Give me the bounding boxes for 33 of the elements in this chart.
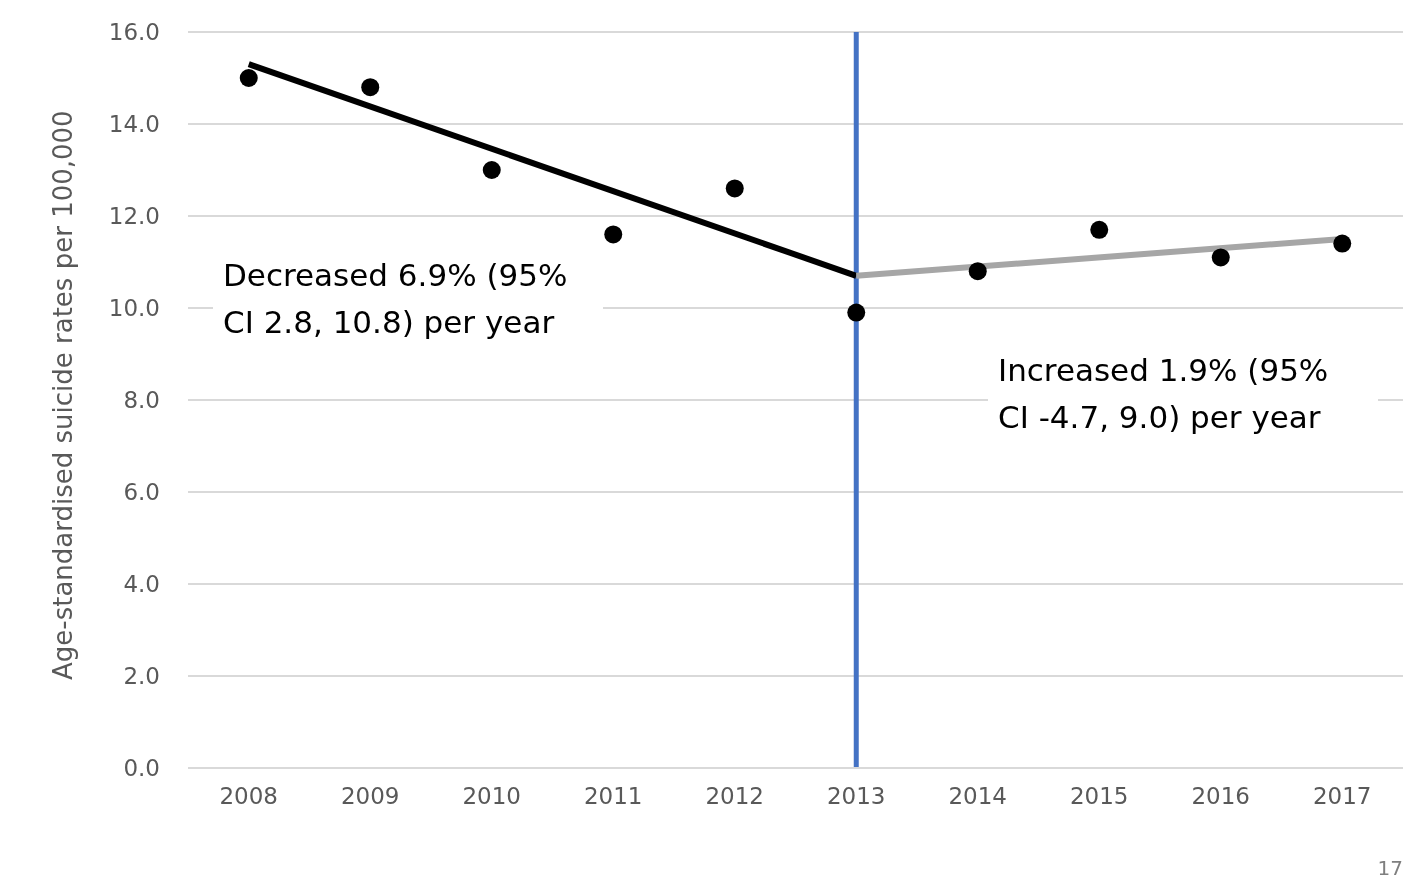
point (725, 179, 744, 198)
point (604, 225, 623, 244)
y-tick-label: 8.0 (123, 387, 160, 414)
y-tick-label: 4.0 (123, 571, 160, 598)
x-tick-label: 2011 (583, 783, 643, 810)
x-tick-label: 2010 (462, 783, 522, 810)
point (1211, 248, 1230, 267)
y-tick-label: 6.0 (123, 479, 160, 506)
point (239, 69, 258, 87)
x-tick-label: 2014 (948, 783, 1008, 810)
point (1333, 234, 1352, 253)
point (968, 262, 987, 281)
y-axis-title: Age-standardised suicide rates per 100,000 (48, 110, 79, 680)
x-tick-label: 2012 (705, 783, 765, 810)
x-tick-label: 2017 (1312, 783, 1372, 810)
text: 17 (1377, 855, 1403, 876)
annotation: Decreased 6.9% (95% CI 2.8, 10.8) per year (213, 248, 603, 349)
y-tick-label: 0.0 (123, 755, 160, 782)
annotation: Increased 1.9% (95% CI -4.7, 9.0) per year (988, 343, 1378, 444)
y-tick-label: 2.0 (123, 663, 160, 690)
point (1090, 220, 1109, 239)
y-tick-label: 16.0 (108, 19, 160, 46)
point (847, 303, 866, 322)
x-tick-label: 2015 (1069, 783, 1129, 810)
point (361, 78, 380, 97)
x-tick-label: 2008 (219, 783, 279, 810)
x-tick-label: 2016 (1191, 783, 1251, 810)
y-tick-label: 14.0 (108, 111, 160, 138)
x-tick-label: 2013 (826, 783, 886, 810)
x-tick-label: 2009 (340, 783, 400, 810)
y-tick-label: 12.0 (108, 203, 160, 230)
y-tick-label: 10.0 (108, 295, 160, 322)
point (482, 161, 501, 179)
